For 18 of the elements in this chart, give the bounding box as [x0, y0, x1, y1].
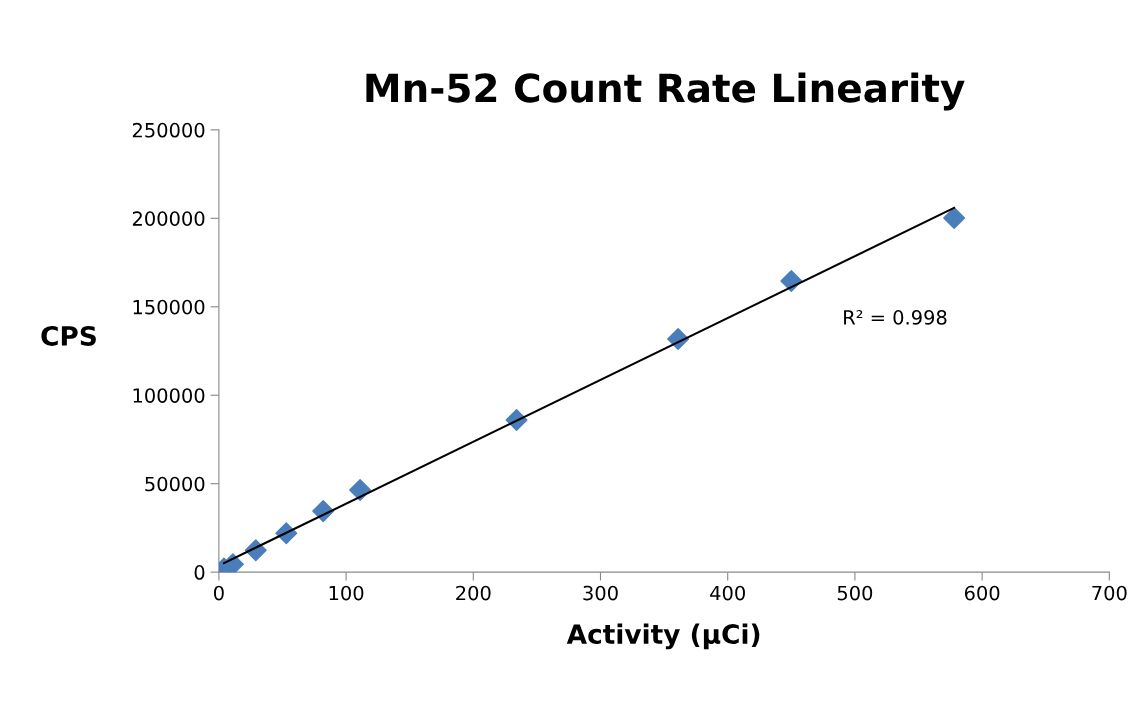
annotation: R² = 0.998	[844, 310, 947, 325]
y-tick-label: 250000	[132, 122, 205, 138]
x-tick-label: 0	[213, 585, 224, 601]
x-tick-label: 400	[710, 585, 745, 601]
y-tick-label: 150000	[133, 299, 205, 315]
x-tick-label: 600	[964, 585, 1000, 601]
x-tick-label: 500	[837, 585, 873, 601]
x-tick-label: 100	[329, 585, 364, 601]
x-tick-label: 300	[583, 585, 618, 601]
y-tick-label: 0	[194, 565, 205, 580]
y-axis-title: CPS	[41, 325, 96, 346]
y-tick-label: 200000	[132, 211, 205, 226]
y-tick-label: 50000	[145, 476, 205, 492]
x-axis-title: Activity (µCi)	[566, 623, 760, 650]
chart-title: Mn-52 Count Rate Linearity	[366, 72, 965, 111]
x-tick-label: 200	[456, 585, 491, 601]
x-tick-label: 700	[1092, 585, 1127, 601]
y-tick-label: 100000	[133, 388, 205, 403]
